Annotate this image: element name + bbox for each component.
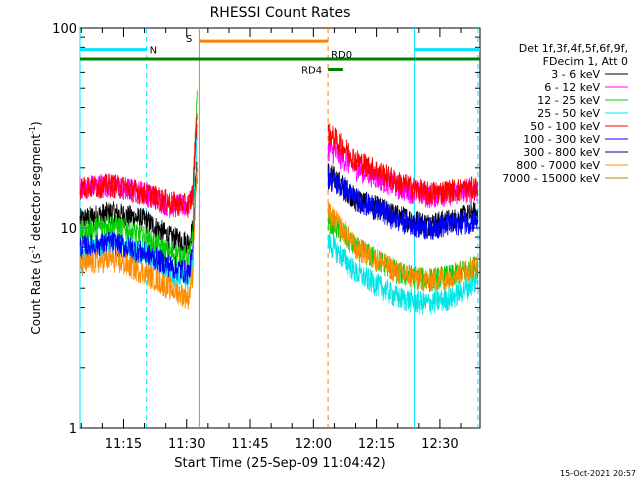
legend-entry-label: 7000 - 15000 keV — [502, 172, 600, 185]
y-axis-label-sup2: -1 — [28, 126, 37, 134]
state-bar-label: N — [150, 46, 157, 57]
series-line — [79, 163, 198, 310]
x-tick-label: 12:00 — [295, 437, 332, 452]
series-line — [79, 161, 198, 255]
x-tick-label: 12:15 — [358, 437, 395, 452]
x-axis-label: Start Time (25-Sep-09 11:04:42) — [174, 456, 385, 471]
legend-entry-label: 12 - 25 keV — [537, 94, 600, 107]
series-line — [79, 90, 198, 268]
y-tick-label: 10 — [60, 222, 77, 237]
legend-header: FDecim 1, Att 0 — [543, 55, 628, 68]
y-axis-label-mid: detector segment — [29, 134, 43, 245]
y-axis-label-text: Count Rate (s — [29, 253, 43, 335]
series-line — [79, 113, 198, 218]
series-line — [327, 123, 478, 204]
y-axis-label-end: ) — [29, 121, 43, 126]
y-tick-label: 1 — [69, 422, 77, 437]
series-line — [327, 202, 479, 292]
x-tick-label: 11:45 — [231, 437, 268, 452]
legend-entry-label: 6 - 12 keV — [544, 81, 600, 94]
y-axis-label: Count Rate (s-1 detector segment-1) — [28, 121, 43, 334]
x-tick-label: 11:15 — [105, 437, 142, 452]
state-bar-label: S — [186, 34, 192, 45]
state-bar-label: RD0 — [331, 50, 352, 61]
state-bar-label: RD4 — [301, 66, 322, 77]
series-line — [327, 233, 479, 315]
legend-entry-label: 25 - 50 keV — [537, 107, 600, 120]
y-tick-label: 100 — [52, 22, 77, 37]
legend-entry-label: 50 - 100 keV — [530, 120, 600, 133]
render-timestamp: 15-Oct-2021 20:57 — [560, 469, 636, 478]
chart-title: RHESSI Count Rates — [210, 5, 351, 21]
x-tick-label: 12:30 — [421, 437, 458, 452]
legend-entry-label: 800 - 7000 keV — [516, 159, 600, 172]
series-line — [327, 167, 479, 241]
legend-entry-label: 100 - 300 keV — [523, 133, 600, 146]
legend-entry-label: 3 - 6 keV — [551, 68, 600, 81]
x-tick-label: 11:30 — [168, 437, 205, 452]
plot-area: 1 10 100 11:15 11:30 11:45 12:00 12:15 12:30 N S RD… — [52, 22, 481, 452]
y-axis-label-sup: -1 — [28, 245, 37, 253]
legend-entry-label: 300 - 800 keV — [523, 146, 600, 159]
legend: Det 1f,3f,4f,5f,6f,9f,FDecim 1, Att 03 -… — [502, 42, 628, 185]
legend-header: Det 1f,3f,4f,5f,6f,9f, — [519, 42, 628, 55]
